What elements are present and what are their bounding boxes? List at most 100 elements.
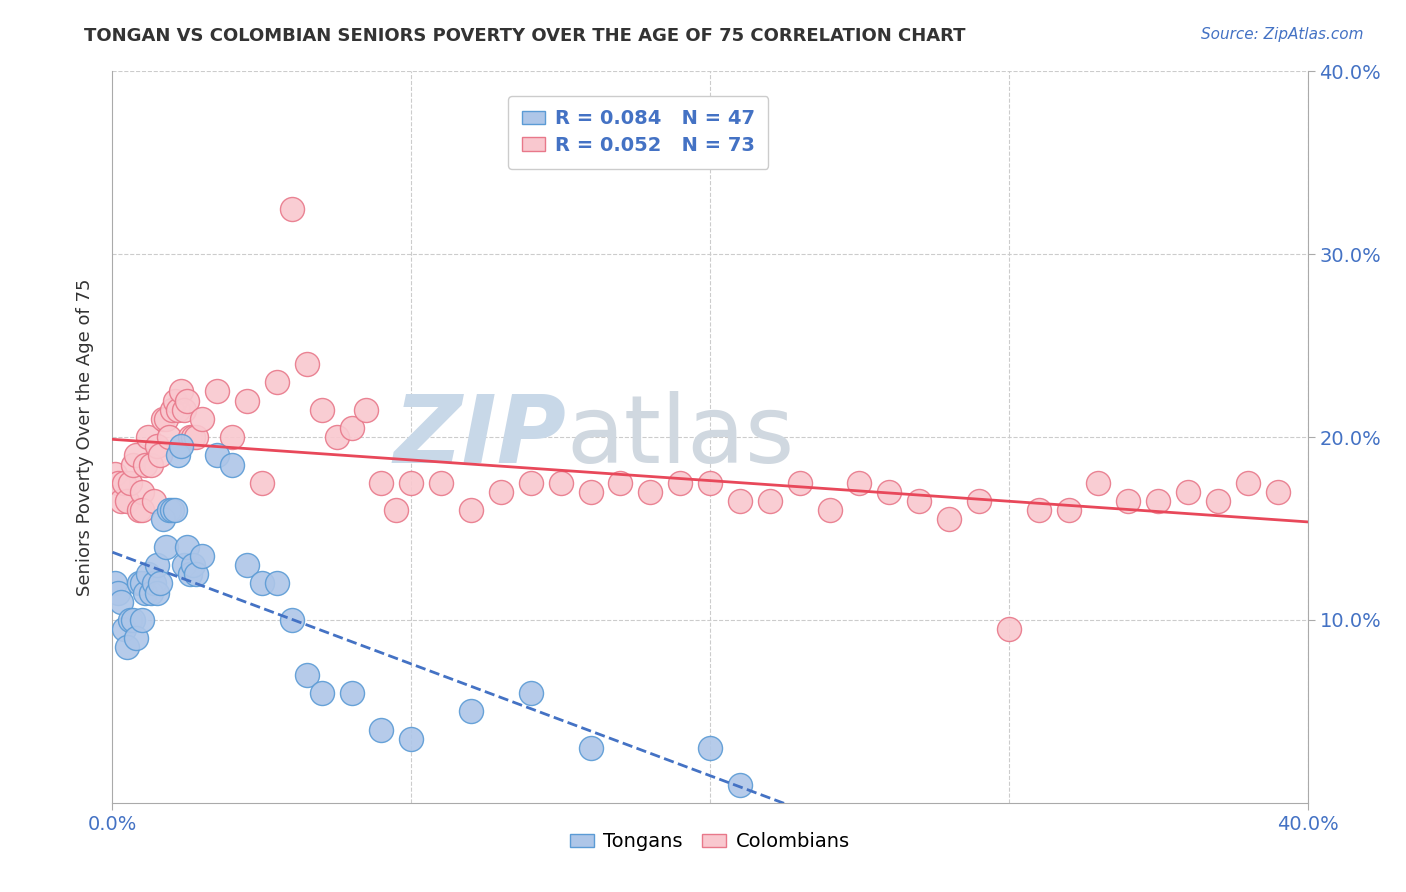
Point: [579, 485, 602, 500]
Point: [1057, 503, 1080, 517]
Point: [848, 475, 870, 490]
Point: [325, 430, 347, 444]
Text: atlas: atlas: [567, 391, 794, 483]
Point: [699, 740, 721, 755]
Point: [186, 430, 208, 444]
Point: [205, 448, 228, 462]
Point: [1177, 485, 1199, 500]
Point: [699, 475, 721, 490]
Point: [110, 494, 132, 508]
Point: [640, 485, 662, 500]
Point: [1237, 475, 1260, 490]
Point: [430, 475, 453, 490]
Point: [162, 402, 183, 417]
Point: [134, 458, 156, 472]
Point: [114, 622, 135, 636]
Point: [385, 503, 408, 517]
Point: [340, 421, 363, 435]
Point: [104, 467, 127, 481]
Point: [122, 613, 145, 627]
Point: [107, 585, 129, 599]
Point: [117, 640, 139, 655]
Point: [157, 430, 180, 444]
Point: [550, 475, 572, 490]
Point: [146, 558, 169, 573]
Point: [122, 458, 145, 472]
Point: [998, 622, 1021, 636]
Point: [186, 567, 208, 582]
Point: [236, 393, 259, 408]
Point: [165, 503, 187, 517]
Point: [131, 613, 153, 627]
Point: [609, 475, 631, 490]
Point: [1147, 494, 1170, 508]
Point: [370, 475, 392, 490]
Point: [489, 485, 512, 500]
Point: [134, 585, 156, 599]
Point: [141, 585, 163, 599]
Point: [181, 558, 204, 573]
Point: [131, 485, 153, 500]
Point: [117, 494, 139, 508]
Point: [114, 475, 135, 490]
Point: [107, 475, 129, 490]
Point: [281, 613, 304, 627]
Legend: Tongans, Colombians: Tongans, Colombians: [562, 824, 858, 859]
Point: [146, 585, 169, 599]
Point: [295, 667, 318, 681]
Point: [155, 412, 177, 426]
Point: [520, 475, 543, 490]
Point: [728, 778, 751, 792]
Point: [1028, 503, 1050, 517]
Point: [179, 430, 201, 444]
Point: [120, 475, 142, 490]
Point: [1267, 485, 1289, 500]
Point: [176, 393, 198, 408]
Point: [125, 448, 148, 462]
Point: [138, 567, 160, 582]
Point: [1118, 494, 1140, 508]
Point: [759, 494, 782, 508]
Point: [221, 458, 243, 472]
Point: [149, 448, 172, 462]
Point: [125, 632, 148, 646]
Point: [311, 402, 333, 417]
Point: [295, 357, 318, 371]
Point: [167, 402, 190, 417]
Point: [176, 540, 198, 554]
Point: [401, 731, 423, 746]
Point: [250, 475, 273, 490]
Point: [149, 576, 172, 591]
Point: [120, 613, 142, 627]
Point: [728, 494, 751, 508]
Point: [669, 475, 692, 490]
Point: [520, 686, 543, 700]
Point: [1087, 475, 1109, 490]
Point: [191, 412, 214, 426]
Point: [1206, 494, 1229, 508]
Point: [908, 494, 931, 508]
Point: [104, 576, 127, 591]
Y-axis label: Seniors Poverty Over the Age of 75: Seniors Poverty Over the Age of 75: [76, 278, 94, 596]
Point: [155, 540, 177, 554]
Text: ZIP: ZIP: [394, 391, 567, 483]
Point: [143, 576, 166, 591]
Point: [370, 723, 392, 737]
Point: [141, 458, 163, 472]
Point: [110, 594, 132, 608]
Point: [205, 384, 228, 399]
Point: [138, 430, 160, 444]
Point: [170, 384, 193, 399]
Point: [356, 402, 378, 417]
Point: [967, 494, 990, 508]
Point: [340, 686, 363, 700]
Text: TONGAN VS COLOMBIAN SENIORS POVERTY OVER THE AGE OF 75 CORRELATION CHART: TONGAN VS COLOMBIAN SENIORS POVERTY OVER…: [84, 27, 966, 45]
Point: [165, 393, 187, 408]
Point: [311, 686, 333, 700]
Point: [157, 503, 180, 517]
Point: [152, 412, 174, 426]
Point: [266, 576, 288, 591]
Point: [146, 439, 169, 453]
Point: [879, 485, 901, 500]
Point: [131, 503, 153, 517]
